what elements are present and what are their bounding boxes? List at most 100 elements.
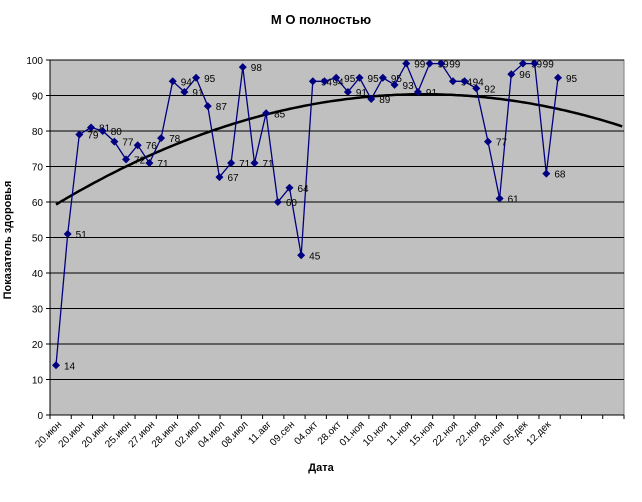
data-point-marker — [554, 73, 562, 82]
data-label: 89 — [379, 95, 391, 106]
y-tick-label: 0 — [37, 411, 43, 422]
data-label: 51 — [76, 230, 88, 241]
data-point-marker — [542, 169, 551, 178]
data-label: 94 — [181, 77, 193, 88]
data-point-marker — [98, 127, 107, 135]
data-point-marker — [87, 123, 96, 132]
data-label: 91 — [426, 88, 438, 99]
data-point-marker — [52, 361, 60, 370]
y-tick-label: 30 — [32, 305, 44, 316]
data-point-marker — [63, 229, 72, 238]
y-tick-label: 70 — [32, 163, 44, 174]
y-tick-label: 10 — [32, 376, 44, 387]
data-label: 71 — [239, 159, 251, 170]
data-label: 72 — [134, 155, 146, 166]
data-point-marker — [425, 59, 434, 68]
data-label: 91 — [192, 88, 204, 99]
data-label: 94 — [333, 77, 345, 88]
data-point-marker — [437, 59, 446, 68]
data-point-marker — [192, 73, 201, 82]
x-tick-label: 26.ноя — [478, 419, 507, 448]
data-point-marker — [297, 251, 306, 260]
data-label: 95 — [204, 74, 216, 85]
data-label: 99 — [543, 60, 555, 71]
x-tick-label: 10.ноя — [361, 419, 390, 448]
data-point-marker — [133, 141, 142, 150]
data-point-marker — [402, 59, 411, 68]
data-label: 67 — [227, 173, 239, 184]
data-label: 81 — [99, 123, 111, 134]
data-label: 87 — [216, 102, 228, 113]
data-point-marker — [308, 77, 317, 86]
data-label: 77 — [496, 138, 508, 149]
data-label: 95 — [344, 74, 356, 85]
data-point-marker — [285, 183, 294, 192]
data-point-marker — [215, 173, 224, 182]
data-point-marker — [518, 59, 527, 68]
data-label: 60 — [286, 198, 298, 209]
data-point-marker — [332, 73, 341, 82]
data-point-marker — [472, 84, 481, 93]
data-label: 64 — [297, 184, 309, 195]
y-tick-label: 100 — [26, 56, 43, 67]
data-label: 61 — [508, 194, 520, 205]
data-point-marker — [413, 87, 422, 96]
data-point-marker — [273, 198, 282, 206]
data-label: 80 — [111, 127, 123, 138]
data-label: 95 — [566, 74, 578, 85]
y-tick-label: 50 — [32, 234, 44, 245]
data-point-marker — [168, 77, 177, 86]
data-label: 93 — [403, 81, 415, 92]
data-label: 78 — [169, 134, 181, 145]
data-point-marker — [343, 87, 352, 96]
data-point-marker — [460, 77, 469, 86]
y-tick-label: 40 — [32, 269, 44, 280]
data-label: 95 — [368, 74, 380, 85]
chart-title: М О полностью — [270, 12, 372, 27]
data-point-marker — [157, 134, 166, 143]
data-point-marker — [390, 80, 399, 89]
data-label: 94 — [473, 77, 485, 88]
data-point-marker — [378, 73, 387, 82]
x-tick-label: 22.ноя — [431, 419, 460, 448]
data-label: 95 — [391, 74, 403, 85]
data-point-marker — [203, 102, 212, 111]
data-point-marker — [448, 77, 457, 86]
x-tick-label: 08.июл — [220, 419, 251, 450]
data-point-marker — [483, 137, 492, 146]
y-tick-label: 80 — [32, 127, 44, 138]
data-point-marker — [227, 158, 236, 167]
data-point-marker — [75, 130, 84, 139]
x-tick-label: 15.ноя — [408, 419, 437, 448]
x-axis-title: Дата — [308, 462, 334, 474]
data-point-marker — [507, 70, 516, 79]
x-tick-label: 22.ноя — [454, 419, 483, 448]
data-label: 96 — [519, 70, 531, 81]
x-tick-label: 12.дек — [525, 419, 554, 448]
data-point-marker — [122, 155, 131, 164]
data-label: 92 — [484, 84, 496, 95]
data-point-marker — [355, 73, 364, 82]
data-label: 91 — [356, 88, 368, 99]
data-label: 14 — [64, 361, 76, 372]
x-tick-label: 09.сен — [268, 419, 297, 448]
y-tick-label: 60 — [32, 198, 44, 209]
data-point-marker — [180, 87, 189, 96]
x-tick-label: 05.дек — [501, 419, 530, 448]
data-point-marker — [495, 194, 504, 203]
y-tick-label: 20 — [32, 340, 44, 351]
data-point-marker — [238, 63, 247, 72]
data-point-marker — [530, 59, 539, 68]
data-label: 71 — [262, 159, 274, 170]
data-label: 45 — [309, 251, 321, 262]
x-tick-label: 04.окт — [292, 419, 320, 447]
data-label: 68 — [554, 170, 566, 181]
data-label: 99 — [414, 60, 426, 71]
data-label: 77 — [122, 138, 134, 149]
data-label: 76 — [146, 141, 158, 152]
data-label: 71 — [157, 159, 169, 170]
data-point-marker — [320, 77, 329, 86]
data-point-marker — [145, 158, 154, 167]
